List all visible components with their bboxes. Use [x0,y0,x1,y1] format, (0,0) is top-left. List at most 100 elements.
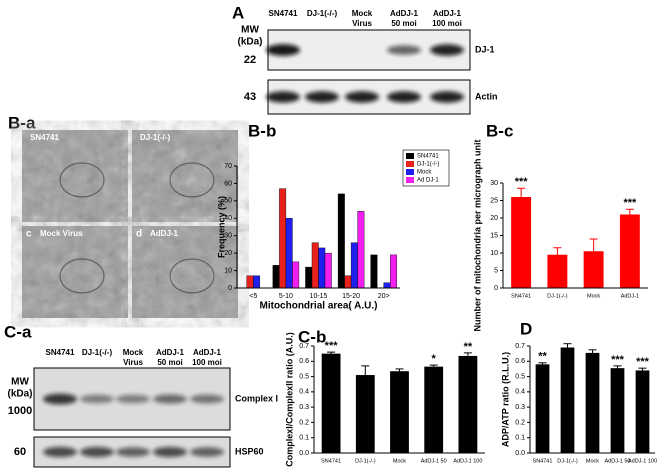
lane-label: 100 moi [192,358,222,367]
y-tick-label: 70 [224,163,232,170]
significance: *** [623,197,637,209]
nucleus [169,258,215,294]
panel-label: B-c [486,121,513,140]
y-tick-label: 25 [490,197,498,204]
lane-label: Virus [123,358,143,367]
blot-band [153,394,187,404]
legend-label: SN4741 [417,154,439,160]
blot-band [266,44,300,56]
y-tick-label: 0.5 [299,373,309,380]
x-tick-label: AdDJ-1 50 [421,458,447,464]
bar [344,275,352,289]
blot-band [116,447,150,457]
bar [311,242,319,289]
band-label: Complex I [235,393,278,403]
x-tick-label: 10-15 [310,293,328,300]
y-tick-label: 0.3 [299,404,309,411]
band-label: HSP60 [235,446,264,456]
x-tick-label: 5-10 [279,293,293,300]
blot-band [80,394,114,404]
bar [458,355,478,453]
significance: * [432,353,437,365]
bar [547,254,568,288]
y-tick-label: 0.0 [299,450,309,457]
band-label: Actin [475,91,498,101]
blot-band [387,45,421,55]
y-tick-label: 40 [224,215,232,222]
nucleus [59,258,105,294]
micrograph-texture [132,130,238,222]
blot-band [266,91,300,103]
x-tick-label: DJ-1(-/-) [355,458,376,464]
mw-label: MW [11,377,29,388]
micrograph-texture [22,226,128,318]
bar [279,188,287,289]
tile-label: SN4741 [30,133,59,142]
panel-label: C-b [298,327,326,346]
significance: ** [538,351,547,363]
bar [383,282,391,289]
x-tick-label: Mock [586,458,599,464]
x-tick-label: <5 [249,293,257,300]
y-tick-label: 0 [494,285,498,292]
bar [424,366,444,453]
lane-label: AdDJ-1 [433,9,462,18]
bar [305,266,313,289]
panel-label: D [520,319,532,338]
mw-marker: 22 [244,54,256,66]
bar [321,353,341,453]
bar [246,275,254,289]
panel-label: B-b [248,121,276,140]
y-tick-label: 0.4 [515,389,525,396]
y-tick-label: 30 [490,180,498,187]
legend-swatch [406,153,414,159]
band-label: DJ-1 [475,44,495,54]
y-tick-label: 0.4 [299,389,309,396]
y-tick-label: 0.1 [299,435,309,442]
bar [355,375,375,453]
blot-band [80,446,114,458]
bar [511,197,532,288]
axes [313,346,485,454]
lane-label: Virus [352,19,372,28]
x-tick-label: AdDJ-1 100 [453,458,482,464]
lane-label: Mock [123,348,144,357]
nucleus [169,162,215,198]
x-tick-label: SN4741 [321,458,341,464]
significance: *** [636,356,650,368]
x-tick-label: DJ-1(-/-) [547,293,568,299]
axes [236,166,400,289]
axes [529,346,655,454]
y-axis-label: ComplexI/ComplexII ratio (A.U.) [284,332,294,467]
lane-label: 50 moi [157,358,182,367]
mw-unit: (kDa) [237,37,262,48]
mw-marker: 60 [14,446,26,458]
bar [272,265,280,289]
bar [318,247,326,289]
y-tick-label: 0.5 [515,373,525,380]
bar [292,261,300,289]
x-tick-label: Mock [393,458,406,464]
significance: *** [515,176,529,188]
axes [502,183,648,289]
y-axis-label: Frequency (%) [216,196,226,258]
panel-label: B-a [8,113,36,132]
y-tick-label: 0.1 [515,435,525,442]
x-tick-label: 20> [378,293,390,300]
significance: ** [464,341,473,353]
lane-label: AdDJ-1 [193,348,222,357]
mw-marker: 43 [244,91,256,103]
blot-band [430,44,464,56]
bar [390,254,397,289]
lane-label: SN4741 [269,9,298,18]
x-tick-label: SN4741 [511,293,531,299]
mw-label: MW [241,25,259,36]
blot-band [305,91,339,103]
legend-label: Mock [417,170,432,176]
micrograph-texture [22,130,128,222]
blot-band [116,394,150,404]
blot-band [43,446,77,458]
lane-label: Mock [352,9,373,18]
x-tick-label: AdDJ-1 [621,293,639,299]
